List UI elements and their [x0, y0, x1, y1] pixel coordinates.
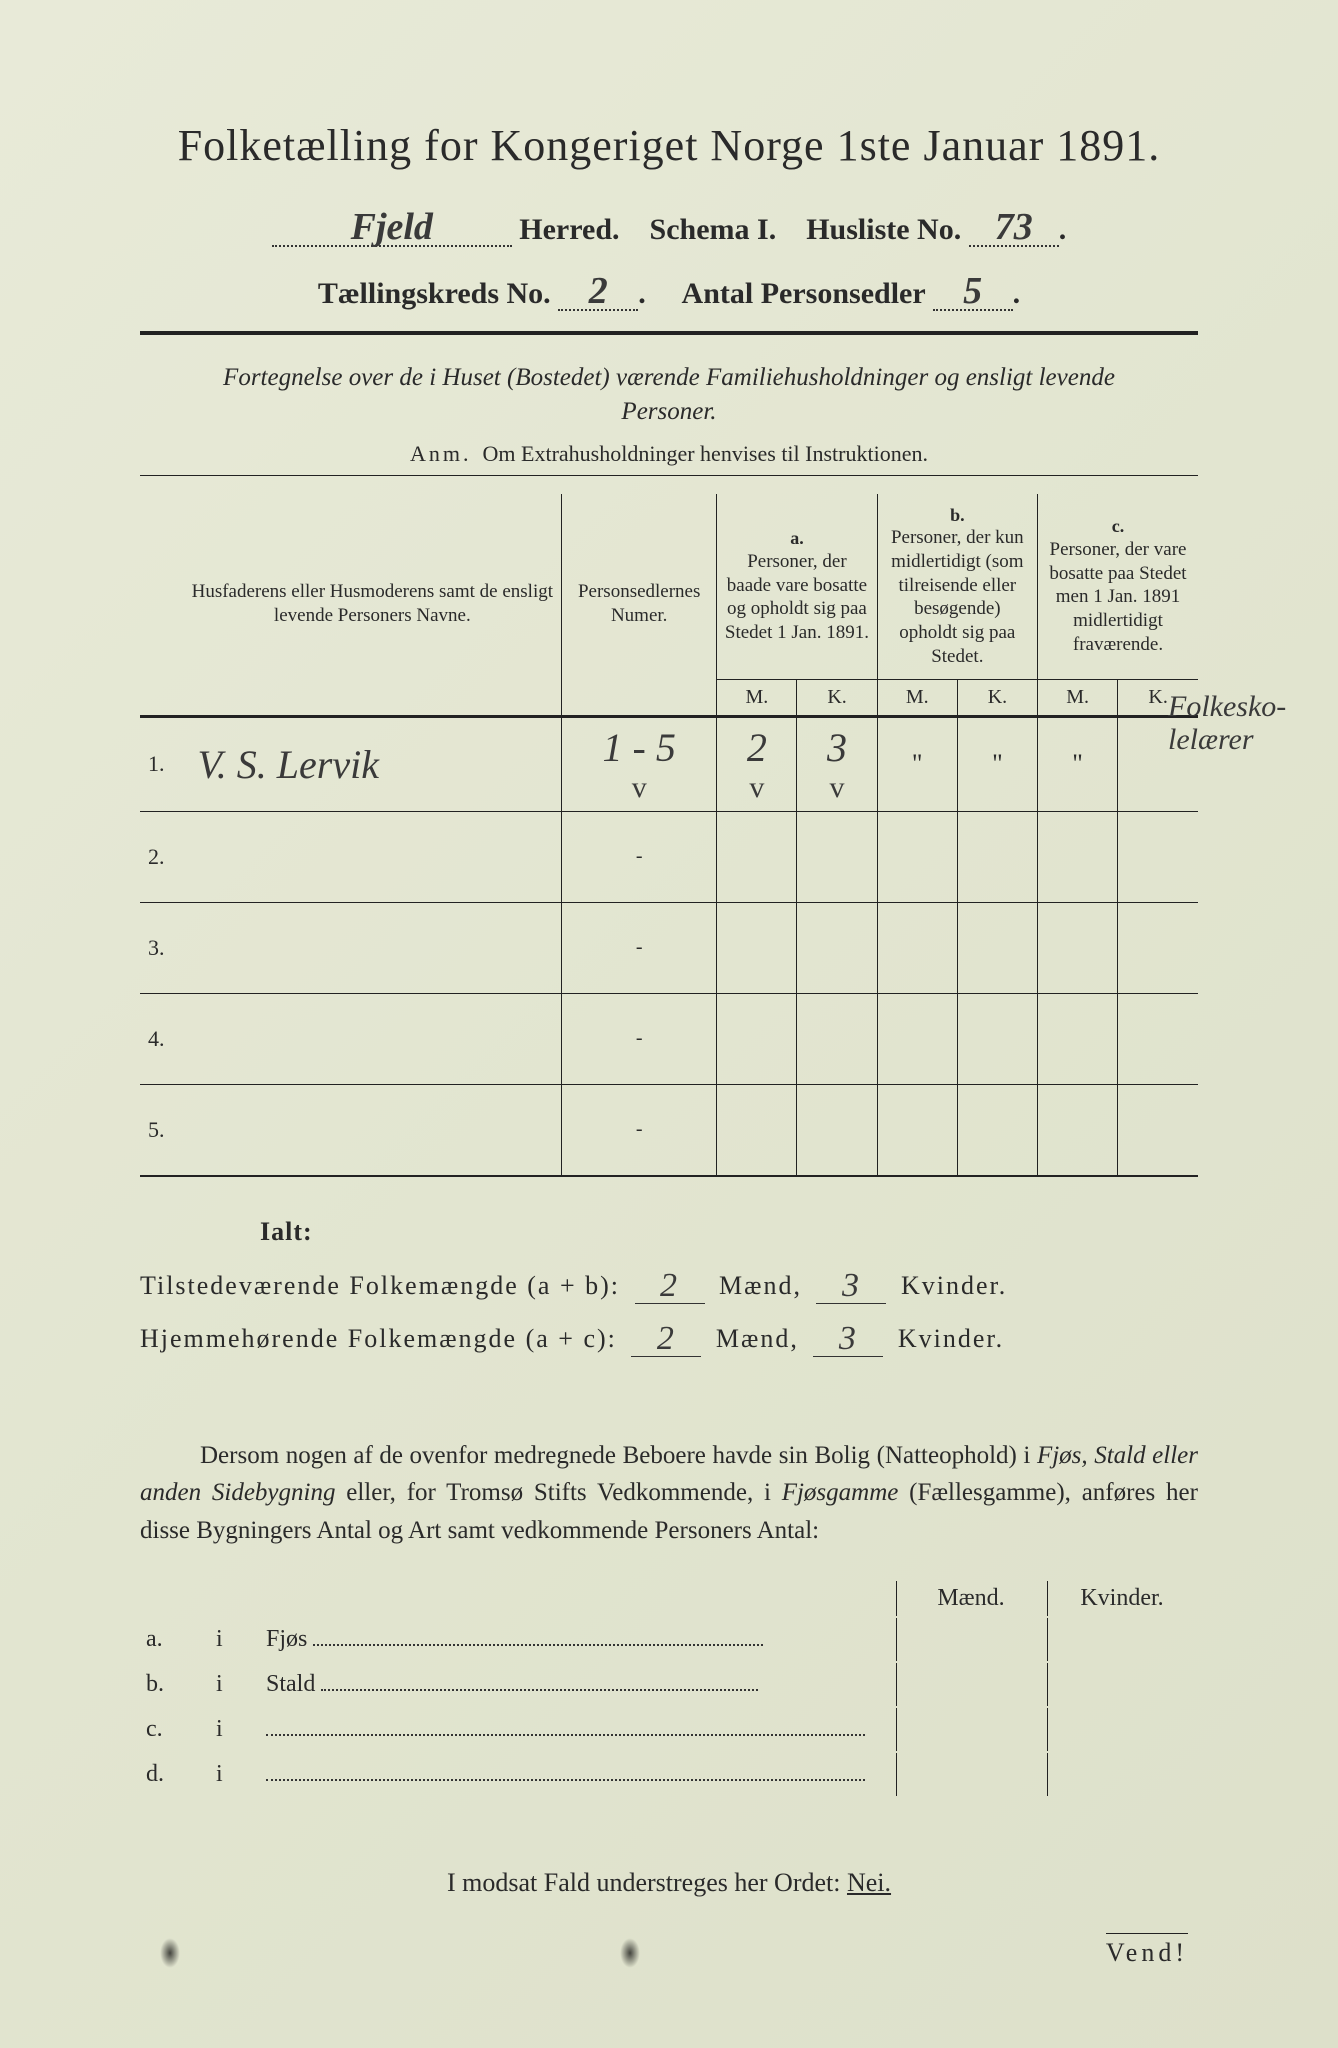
row-number: 1.	[140, 716, 184, 811]
col-c-m: M.	[1038, 679, 1118, 716]
subtable-maend: Mænd.	[896, 1581, 1045, 1616]
bm-cell: "	[877, 716, 957, 811]
col-a-m: M.	[717, 679, 797, 716]
husliste-label: Husliste No.	[806, 213, 961, 246]
name-cell	[184, 1084, 562, 1176]
bk-cell: "	[957, 716, 1037, 811]
subtitle: Fortegnelse over de i Huset (Bostedet) v…	[200, 361, 1138, 429]
l2-women: 3	[839, 1320, 858, 1357]
l2-men: 2	[657, 1320, 676, 1357]
page-title: Folketælling for Kongeriget Norge 1ste J…	[140, 120, 1198, 171]
col-b: b. Personer, der kun midlertidigt (som t…	[877, 494, 1037, 680]
name-cell	[184, 993, 562, 1084]
vend-label: Vend!	[1106, 1933, 1188, 1968]
am-cell: 2v	[717, 716, 797, 811]
row-number: 2.	[148, 844, 165, 869]
subtable-kvinder: Kvinder.	[1047, 1581, 1196, 1616]
margin-note: Folkesko-lelærer	[1168, 690, 1308, 756]
totals-block: Ialt: Tilstedeværende Folkemængde (a + b…	[140, 1217, 1198, 1357]
table-row: 1. V. S. Lervik 1 - 5v 2v 3v " " "	[140, 716, 1198, 811]
header-line-1: Fjeld Herred. Schema I. Husliste No. 73.	[140, 201, 1198, 247]
table-body: 1. V. S. Lervik 1 - 5v 2v 3v " " " 2. - …	[140, 716, 1198, 1176]
ak-cell: 3v	[797, 716, 877, 811]
table-row: 3. -	[140, 902, 1198, 993]
col-a-k: K.	[797, 679, 877, 716]
personsedler-value: 5	[963, 270, 982, 312]
ink-smudge	[620, 1938, 640, 1968]
num-cell: -	[562, 902, 717, 993]
kreds-value: 2	[589, 270, 608, 312]
total-line-2: Hjemmehørende Folkemængde (a + c): 2 Mæn…	[140, 1318, 1198, 1357]
table-row: 2. -	[140, 811, 1198, 902]
row-number: 4.	[148, 1026, 165, 1051]
subtable-row: c.i	[142, 1708, 1196, 1751]
name-cell	[184, 902, 562, 993]
census-form-page: Folketælling for Kongeriget Norge 1ste J…	[0, 0, 1338, 2048]
personsedler-label: Antal Personsedler	[682, 277, 926, 310]
col-b-k: K.	[957, 679, 1037, 716]
anm-text: Om Extrahusholdninger henvises til Instr…	[483, 441, 928, 466]
l1-women: 3	[842, 1267, 861, 1304]
num-cell: -	[562, 993, 717, 1084]
subtable-row: d.i	[142, 1753, 1196, 1796]
row-number: 5.	[148, 1117, 165, 1142]
col-a: a. Personer, der baade vare bosatte og o…	[717, 494, 877, 680]
schema-label: Schema I.	[650, 213, 777, 246]
col-b-m: M.	[877, 679, 957, 716]
ink-smudge	[160, 1938, 180, 1968]
anm-label: Anm.	[410, 441, 472, 466]
name-cell	[184, 811, 562, 902]
final-line: I modsat Fald understreges her Ordet: Ne…	[140, 1868, 1198, 1898]
total-line-1: Tilstedeværende Folkemængde (a + b): 2 M…	[140, 1265, 1198, 1304]
herred-label: Herred.	[519, 213, 619, 246]
divider-thin	[140, 475, 1198, 476]
header-line-2: Tællingskreds No. 2. Antal Personsedler …	[140, 265, 1198, 311]
name-cell: V. S. Lervik	[184, 716, 562, 811]
subtable-row: b.i Stald	[142, 1663, 1196, 1706]
table-row: 5. -	[140, 1084, 1198, 1176]
subtable-row: a.i Fjøs	[142, 1618, 1196, 1661]
building-table: Mænd. Kvinder. a.i Fjøs b.i Stald c.i d.…	[140, 1579, 1198, 1798]
num-cell: -	[562, 811, 717, 902]
main-table: Husfaderens eller Husmoderens samt de en…	[140, 494, 1198, 1177]
num-cell: -	[562, 1084, 717, 1176]
col-numer: Personsedlernes Numer.	[562, 494, 717, 717]
num-cell: 1 - 5v	[562, 716, 717, 811]
instruction-paragraph: Dersom nogen af de ovenfor medregnede Be…	[140, 1437, 1198, 1550]
ialt-label: Ialt:	[260, 1217, 1198, 1247]
col-c: c. Personer, der vare bosatte paa Stedet…	[1038, 494, 1198, 680]
cm-cell: "	[1038, 716, 1118, 811]
col-names: Husfaderens eller Husmoderens samt de en…	[184, 494, 562, 717]
l1-men: 2	[660, 1267, 679, 1304]
table-row: 4. -	[140, 993, 1198, 1084]
nei-word: Nei.	[847, 1868, 891, 1897]
kreds-label: Tællingskreds No.	[318, 277, 551, 310]
herred-value: Fjeld	[351, 206, 433, 248]
row-number: 3.	[148, 935, 165, 960]
divider	[140, 331, 1198, 335]
husliste-value: 73	[995, 206, 1033, 248]
anm-line: Anm. Om Extrahusholdninger henvises til …	[140, 441, 1198, 467]
